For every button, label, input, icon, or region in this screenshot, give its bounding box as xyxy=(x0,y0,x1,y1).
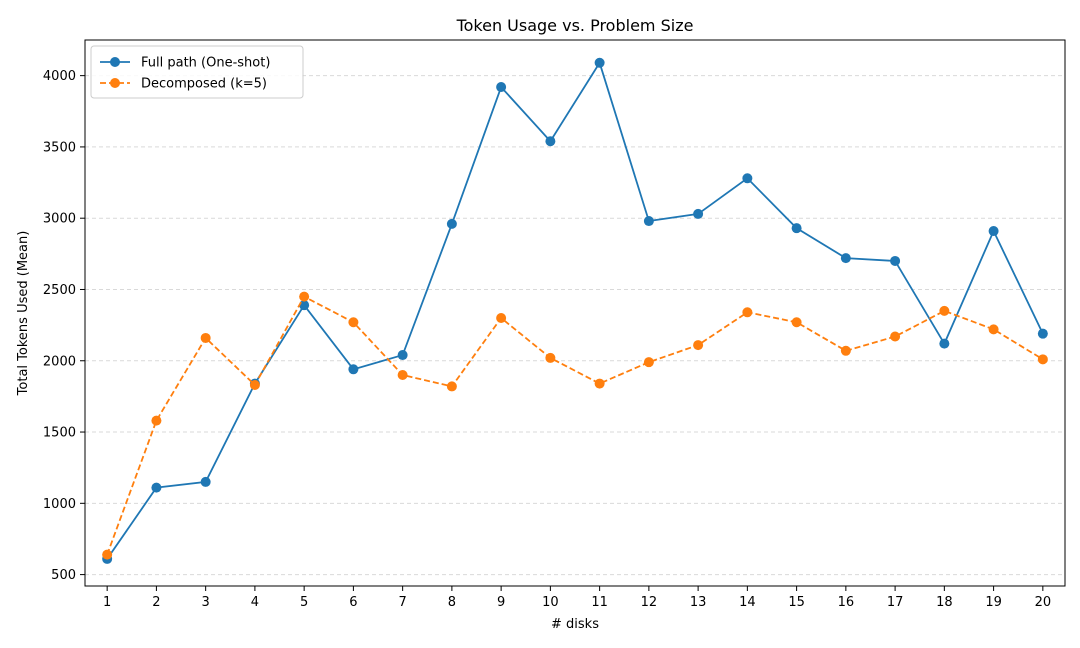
x-tick-label: 9 xyxy=(497,595,505,610)
plot-area xyxy=(84,39,1066,587)
data-point xyxy=(890,331,901,342)
series-layer xyxy=(102,57,1048,564)
chart-title: Token Usage vs. Problem Size xyxy=(456,16,694,35)
x-tick-label: 18 xyxy=(936,595,953,610)
x-axis: 1 2 3 4 5 6 7 8 9 10 11 12 13 14 15 16 17 18 19 20 xyxy=(103,586,1051,610)
data-point xyxy=(545,352,556,363)
x-tick-label: 13 xyxy=(690,595,707,610)
x-tick-label: 3 xyxy=(202,595,210,610)
x-tick-label: 12 xyxy=(641,595,658,610)
data-point xyxy=(939,305,950,316)
legend-frame xyxy=(90,45,304,99)
y-tick-label: 3000 xyxy=(43,212,76,227)
series-line xyxy=(106,60,1044,560)
series-2 xyxy=(102,291,1048,560)
data-point xyxy=(151,415,162,426)
data-point xyxy=(496,312,507,323)
series-1 xyxy=(102,57,1048,564)
data-point xyxy=(299,300,310,311)
data-point xyxy=(446,381,457,392)
series-line xyxy=(106,295,1044,555)
x-tick-label: 19 xyxy=(985,595,1002,610)
x-tick-label: 1 xyxy=(103,595,111,610)
y-tick-label: 4000 xyxy=(43,69,76,84)
data-point xyxy=(594,57,605,68)
x-tick-label: 20 xyxy=(1035,595,1052,610)
data-point xyxy=(200,332,211,343)
x-tick-label: 15 xyxy=(788,595,805,610)
legend-label: Full path (One-shot) xyxy=(141,56,270,71)
legend-marker xyxy=(110,78,120,88)
x-tick-label: 8 xyxy=(448,595,456,610)
data-point xyxy=(348,364,359,375)
y-tick-label: 1500 xyxy=(43,426,76,441)
data-point xyxy=(397,370,408,381)
x-tick-label: 14 xyxy=(739,595,756,610)
data-point xyxy=(348,317,359,328)
data-point xyxy=(988,226,999,237)
grid-lines xyxy=(85,75,1065,576)
y-axis: 500 1000 1500 2000 2500 3000 3500 4000 xyxy=(43,69,85,583)
y-tick-label: 2500 xyxy=(43,283,76,298)
data-point xyxy=(939,338,950,349)
x-tick-label: 10 xyxy=(542,595,559,610)
data-point xyxy=(249,379,260,390)
legend-label: Decomposed (k=5) xyxy=(141,77,267,92)
x-tick-label: 5 xyxy=(300,595,308,610)
y-axis-label: Total Tokens Used (Mean) xyxy=(16,231,31,397)
data-point xyxy=(840,345,851,356)
x-tick-label: 11 xyxy=(591,595,608,610)
legend-item: Decomposed (k=5) xyxy=(100,77,267,92)
data-point xyxy=(299,291,310,302)
data-point xyxy=(151,482,162,493)
x-tick-label: 17 xyxy=(887,595,904,610)
data-point xyxy=(890,255,901,266)
data-point xyxy=(102,549,113,560)
data-point xyxy=(643,216,654,227)
x-axis-label: # disks xyxy=(551,617,599,632)
x-tick-label: 7 xyxy=(398,595,406,610)
data-point xyxy=(1037,328,1048,339)
y-tick-label: 3500 xyxy=(43,140,76,155)
data-point xyxy=(791,223,802,234)
x-tick-label: 6 xyxy=(349,595,357,610)
x-tick-label: 4 xyxy=(251,595,259,610)
legend: Full path (One-shot) Decomposed (k=5) xyxy=(90,45,304,99)
data-point xyxy=(988,324,999,335)
data-point xyxy=(545,136,556,147)
data-point xyxy=(693,340,704,351)
data-point xyxy=(791,317,802,328)
data-point xyxy=(446,218,457,229)
data-point xyxy=(200,476,211,487)
data-point xyxy=(643,357,654,368)
data-point xyxy=(496,82,507,93)
data-point xyxy=(594,378,605,389)
data-point xyxy=(840,253,851,264)
legend-marker xyxy=(110,57,120,67)
data-point xyxy=(693,208,704,219)
data-point xyxy=(742,307,753,318)
legend-item: Full path (One-shot) xyxy=(100,56,270,71)
x-tick-label: 2 xyxy=(152,595,160,610)
y-tick-label: 1000 xyxy=(43,497,76,512)
data-point xyxy=(1037,354,1048,365)
data-point xyxy=(397,350,408,361)
y-tick-label: 500 xyxy=(51,568,76,583)
x-tick-label: 16 xyxy=(838,595,855,610)
y-tick-label: 2000 xyxy=(43,354,76,369)
data-point xyxy=(742,173,753,184)
